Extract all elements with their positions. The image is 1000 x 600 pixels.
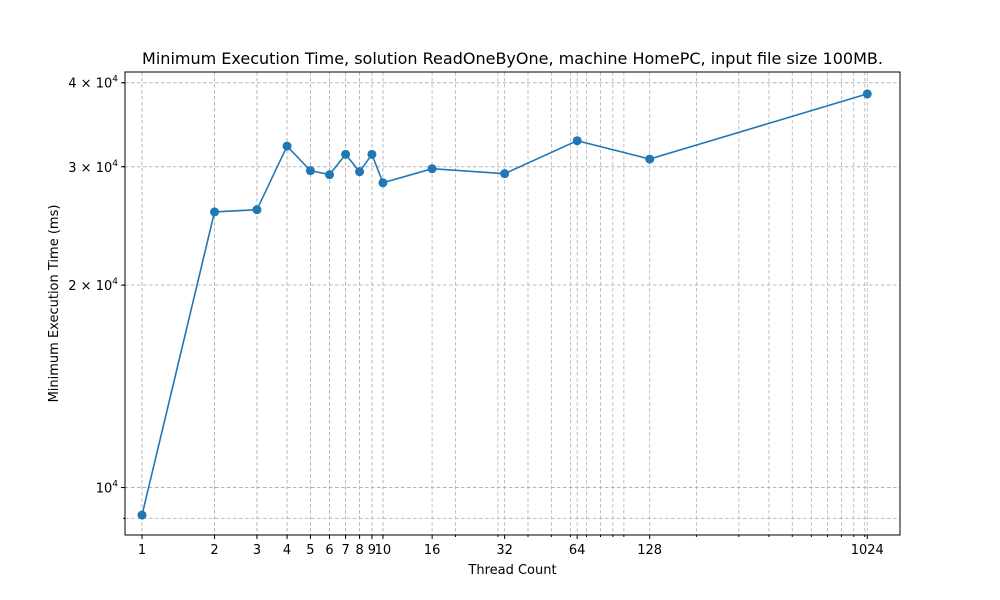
y-tick-label: 3 × 104 <box>68 159 118 176</box>
data-point <box>252 205 262 215</box>
y-tick-label: 2 × 104 <box>68 277 118 294</box>
x-tick-label: 3 <box>253 543 261 558</box>
data-point <box>645 154 655 164</box>
data-point <box>137 510 147 520</box>
x-tick-label: 4 <box>283 543 291 558</box>
x-axis-label: Thread Count <box>467 563 556 578</box>
y-tick-label: 104 <box>96 480 119 497</box>
y-axis-label: Minimum Execution Time (ms) <box>47 205 62 403</box>
x-tick-label: 5 <box>306 543 314 558</box>
x-tick-label: 128 <box>637 543 662 558</box>
x-tick-label: 1024 <box>851 543 884 558</box>
x-tick-label: 32 <box>496 543 513 558</box>
x-tick-label: 2 <box>210 543 218 558</box>
axis-ticks: 1 2 3 4 5 6 7 8 910 16 32 64 128 1024 104 2 × 104 3 × 10… <box>68 75 884 558</box>
data-point <box>367 149 377 159</box>
x-tick-label: 7 <box>341 543 349 558</box>
data-point <box>210 207 220 217</box>
chart-title: Minimum Execution Time, solution ReadOne… <box>142 49 883 68</box>
data-point <box>862 89 872 99</box>
plot-frame <box>124 71 901 536</box>
data-point <box>378 178 388 188</box>
data-point <box>305 166 315 176</box>
x-tick-label: 10 <box>375 543 392 558</box>
x-tick-label: 6 <box>325 543 333 558</box>
x-tick-label: 16 <box>424 543 441 558</box>
data-point <box>341 149 351 159</box>
grid <box>125 72 900 535</box>
data-point <box>355 167 365 177</box>
x-tick-label: 9 <box>368 543 376 558</box>
y-tick-label: 4 × 104 <box>68 75 118 92</box>
data-point <box>324 170 334 180</box>
data-point <box>282 141 292 151</box>
x-tick-label: 1 <box>138 543 146 558</box>
x-tick-label: 64 <box>569 543 586 558</box>
x-tick-label: 8 <box>355 543 363 558</box>
data-point <box>500 169 510 179</box>
series-layer <box>137 89 872 520</box>
data-point <box>427 164 437 174</box>
data-point <box>572 136 582 146</box>
